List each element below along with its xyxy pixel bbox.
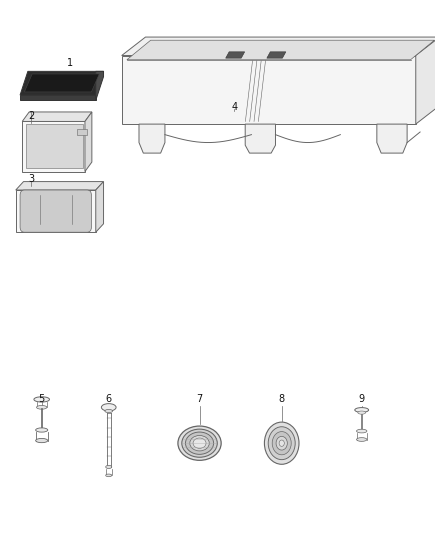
Ellipse shape (182, 429, 217, 457)
Ellipse shape (355, 408, 369, 413)
Text: 8: 8 (279, 394, 285, 405)
Ellipse shape (106, 474, 112, 477)
Polygon shape (127, 40, 434, 60)
Polygon shape (96, 71, 103, 100)
Text: 4: 4 (231, 102, 237, 112)
Ellipse shape (105, 409, 113, 413)
Ellipse shape (185, 432, 214, 454)
Text: 5: 5 (39, 394, 45, 405)
Polygon shape (22, 112, 92, 122)
Text: 6: 6 (106, 394, 112, 405)
Polygon shape (122, 55, 416, 124)
Ellipse shape (276, 437, 287, 450)
Polygon shape (245, 124, 276, 153)
Ellipse shape (272, 432, 291, 455)
Text: 7: 7 (196, 394, 203, 405)
Polygon shape (416, 37, 438, 124)
Polygon shape (22, 122, 85, 172)
Polygon shape (377, 124, 407, 153)
Polygon shape (20, 95, 96, 100)
Ellipse shape (357, 438, 367, 441)
Ellipse shape (178, 426, 221, 461)
Polygon shape (96, 182, 103, 232)
Ellipse shape (34, 397, 49, 402)
FancyBboxPatch shape (20, 190, 92, 232)
Ellipse shape (265, 422, 299, 464)
Polygon shape (85, 112, 92, 172)
Ellipse shape (190, 435, 209, 451)
Ellipse shape (357, 429, 367, 433)
Ellipse shape (35, 439, 48, 443)
Ellipse shape (358, 411, 366, 414)
Polygon shape (26, 124, 83, 168)
Ellipse shape (101, 403, 116, 411)
Ellipse shape (279, 440, 284, 446)
Polygon shape (20, 71, 103, 95)
Ellipse shape (268, 427, 295, 459)
Text: 3: 3 (28, 174, 34, 184)
Text: 9: 9 (359, 394, 365, 405)
Polygon shape (122, 37, 438, 55)
Ellipse shape (106, 465, 112, 469)
Text: 1: 1 (67, 59, 73, 68)
Polygon shape (77, 130, 87, 135)
Polygon shape (226, 52, 245, 58)
Polygon shape (139, 124, 165, 153)
Ellipse shape (35, 428, 48, 432)
Polygon shape (16, 182, 103, 190)
Ellipse shape (36, 406, 47, 409)
Polygon shape (16, 190, 96, 232)
Text: 2: 2 (28, 111, 34, 121)
Polygon shape (25, 74, 99, 92)
Polygon shape (267, 52, 286, 58)
Ellipse shape (193, 438, 206, 448)
